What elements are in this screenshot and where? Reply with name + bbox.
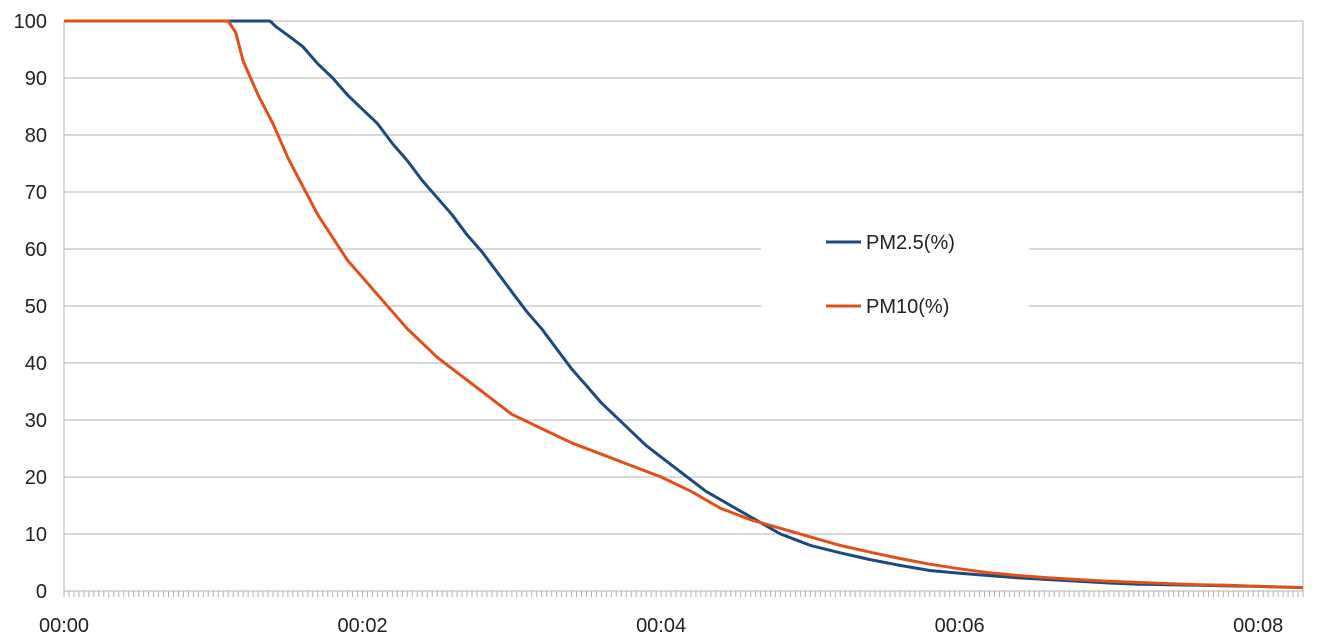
y-tick-label: 60 — [25, 239, 47, 261]
y-tick-label: 10 — [25, 524, 47, 546]
legend-label: PM10(%) — [866, 296, 949, 318]
y-tick-label: 50 — [25, 296, 47, 318]
legend: PM2.5(%) PM10(%) — [761, 216, 1029, 328]
y-tick-label: 20 — [25, 467, 47, 489]
legend-box — [761, 216, 1029, 328]
x-tick-label: 00:04 — [636, 615, 686, 637]
axes — [63, 21, 1304, 592]
x-tick-label: 00:08 — [1233, 615, 1283, 637]
series-line-pm10 — [64, 19, 1304, 590]
series-line-pm2-5 — [64, 19, 1304, 590]
y-tick-label: 70 — [25, 182, 47, 204]
y-tick-label: 40 — [25, 353, 47, 375]
y-tick-label: 100 — [14, 11, 47, 33]
y-tick-label: 80 — [25, 125, 47, 147]
y-tick-label: 90 — [25, 68, 47, 90]
y-tick-label: 30 — [25, 410, 47, 432]
y-tick-labels: 0 10 20 30 40 50 60 70 80 90 100 — [14, 11, 47, 603]
series-lines — [64, 19, 1304, 590]
x-minor-ticks — [63, 591, 1304, 597]
x-tick-labels: 00:00 00:02 00:04 00:06 00:08 — [39, 615, 1283, 637]
x-tick-label: 00:00 — [39, 615, 89, 637]
y-tick-label: 0 — [36, 581, 47, 603]
x-tick-label: 00:02 — [338, 615, 388, 637]
legend-label: PM2.5(%) — [866, 232, 955, 254]
x-tick-label: 00:06 — [935, 615, 985, 637]
gridlines — [64, 20, 1303, 535]
